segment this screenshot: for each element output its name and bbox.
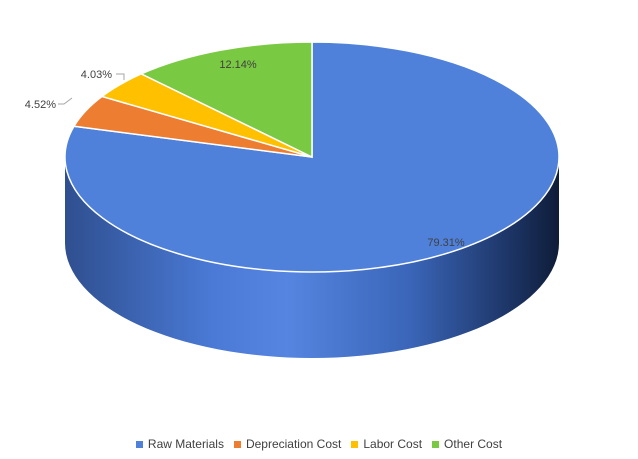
pie-chart: 79.31% 4.52% 4.03% 12.14%: [25, 41, 560, 358]
legend-item-labor-cost: Labor Cost: [351, 437, 422, 451]
legend-swatch-raw-materials: [135, 440, 143, 448]
pie-slice-other-cost: [139, 41, 313, 159]
leader-line-depreciation-cost: [58, 97, 73, 105]
legend-item-raw-materials: Raw Materials: [135, 437, 224, 451]
legend-label-raw-materials: Raw Materials: [147, 437, 224, 451]
legend-label-depreciation-cost: Depreciation Cost: [245, 437, 342, 451]
leader-line-labor-cost: [116, 73, 125, 80]
legend-item-depreciation-cost: Depreciation Cost: [233, 437, 342, 451]
data-label-labor-cost: 4.03%: [81, 69, 112, 81]
data-label-raw-materials: 79.31%: [427, 237, 465, 249]
legend-item-other-cost: Other Cost: [432, 437, 502, 451]
pie-side-wall: [65, 157, 559, 358]
legend-swatch-labor-cost: [351, 440, 359, 448]
legend: Raw Materials Depreciation Cost Labor Cost…: [0, 437, 638, 451]
legend-swatch-other-cost: [432, 440, 440, 448]
pie-slice-raw-materials: [64, 41, 560, 273]
data-label-other-cost: 12.14%: [219, 59, 257, 71]
legend-swatch-depreciation-cost: [233, 440, 241, 448]
legend-label-labor-cost: Labor Cost: [363, 437, 423, 451]
data-label-depreciation-cost: 4.52%: [25, 99, 56, 111]
legend-label-other-cost: Other Cost: [444, 437, 503, 451]
